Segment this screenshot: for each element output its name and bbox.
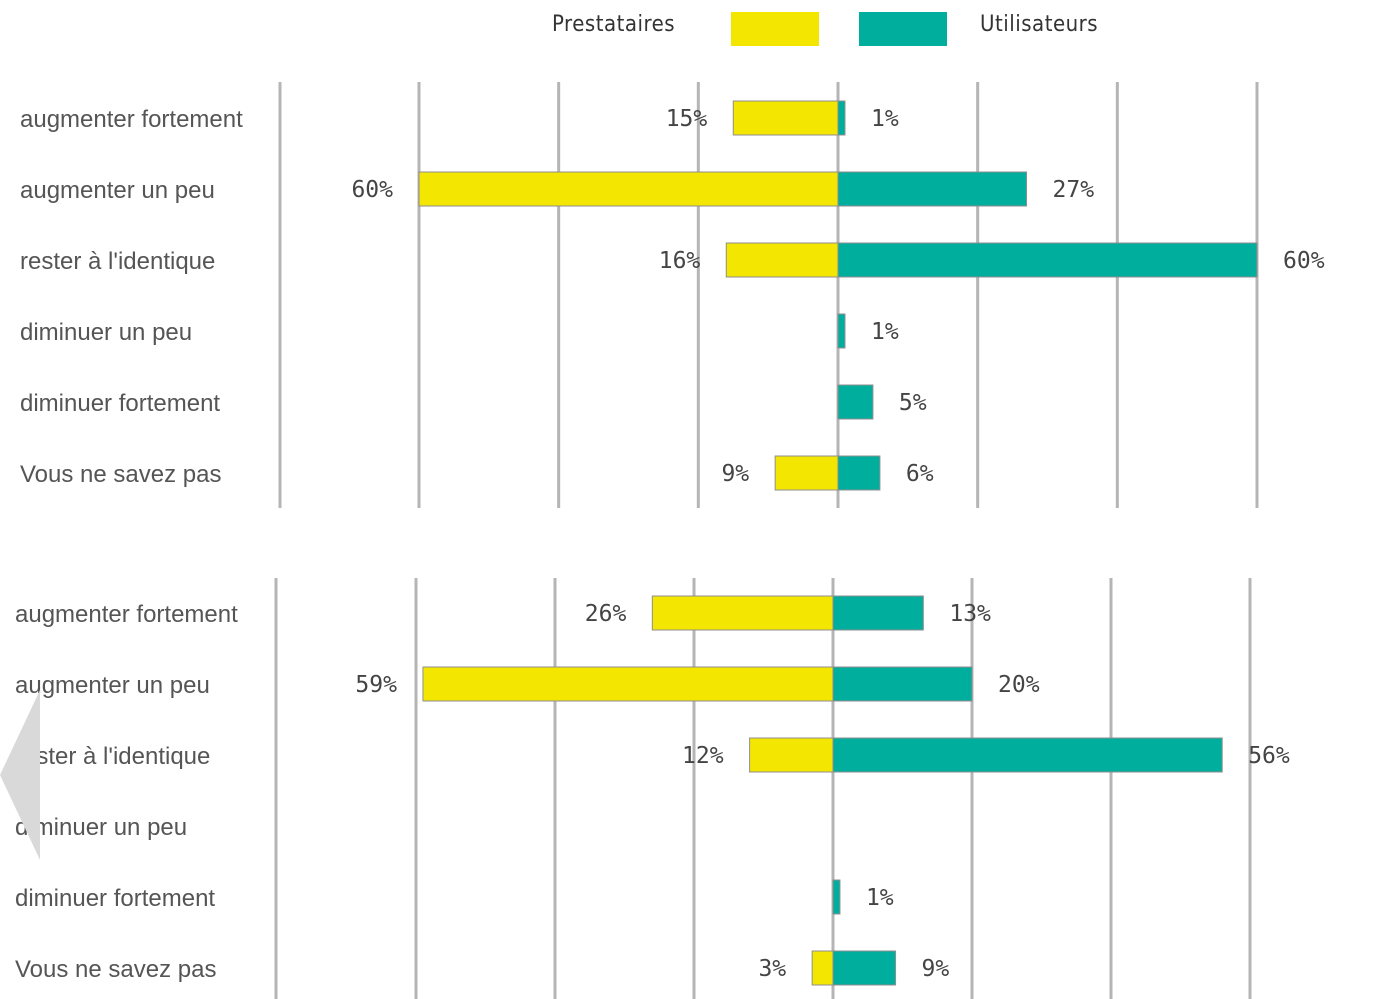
category-label: Vous ne savez pas: [15, 956, 216, 983]
bar-users: [832, 595, 924, 631]
chart-top: augmenter fortement 15% 1% augmenter un peu…: [20, 82, 1325, 508]
bar-providers: [651, 595, 834, 631]
bar-users: [837, 384, 874, 420]
value-label-providers: 59%: [355, 672, 397, 698]
bar-providers: [811, 950, 834, 986]
value-label-users: 1%: [871, 106, 899, 132]
legend: Prestataires Utilisateurs: [0, 0, 1384, 60]
bar-users: [837, 100, 846, 136]
value-label-users: 1%: [871, 319, 899, 345]
legend-label-providers: Prestataires: [552, 12, 676, 37]
bar-users: [832, 666, 973, 702]
bar-users: [832, 950, 897, 986]
bar-providers: [422, 666, 834, 702]
value-label-providers: 60%: [351, 177, 393, 203]
value-label-providers: 16%: [659, 248, 701, 274]
category-label: augmenter fortement: [15, 601, 238, 628]
bar-users: [837, 171, 1028, 207]
value-label-providers: 12%: [682, 743, 724, 769]
bar-users: [837, 242, 1258, 278]
bar-providers: [774, 455, 839, 491]
value-label-providers: 9%: [721, 461, 749, 487]
category-label: diminuer fortement: [15, 885, 215, 912]
value-label-users: 6%: [906, 461, 934, 487]
category-label: diminuer un peu: [15, 814, 187, 841]
value-label-users: 1%: [866, 885, 894, 911]
category-label: Vous ne savez pas: [20, 461, 221, 488]
value-label-users: 13%: [949, 601, 991, 627]
legend-label-users: Utilisateurs: [980, 12, 1099, 37]
chart-bottom: augmenter fortement 26% 13% augmenter un pe…: [15, 578, 1290, 999]
value-label-users: 5%: [899, 390, 927, 416]
bar-providers: [418, 171, 839, 207]
legend-swatch-users: [859, 12, 947, 46]
bar-providers: [732, 100, 839, 136]
bar-users: [832, 737, 1223, 773]
bar-providers: [725, 242, 839, 278]
value-label-users: 60%: [1283, 248, 1325, 274]
category-label: augmenter fortement: [20, 106, 243, 133]
value-label-providers: 26%: [585, 601, 627, 627]
value-label-users: 20%: [998, 672, 1040, 698]
corner-decoration: [0, 690, 40, 860]
bar-users: [837, 455, 881, 491]
category-label: augmenter un peu: [15, 672, 210, 699]
value-label-users: 27%: [1053, 177, 1095, 203]
category-label: augmenter un peu: [20, 177, 215, 204]
bar-users: [832, 879, 841, 915]
bar-providers: [749, 737, 834, 773]
category-label: rester à l'identique: [20, 248, 215, 275]
category-label: diminuer un peu: [20, 319, 192, 346]
value-label-users: 56%: [1248, 743, 1290, 769]
value-label-providers: 3%: [758, 956, 786, 982]
category-label: diminuer fortement: [20, 390, 220, 417]
value-label-users: 9%: [922, 956, 950, 982]
category-label: rester à l'identique: [15, 743, 210, 770]
legend-swatch-providers: [731, 12, 819, 46]
bar-users: [837, 313, 846, 349]
value-label-providers: 15%: [666, 106, 708, 132]
